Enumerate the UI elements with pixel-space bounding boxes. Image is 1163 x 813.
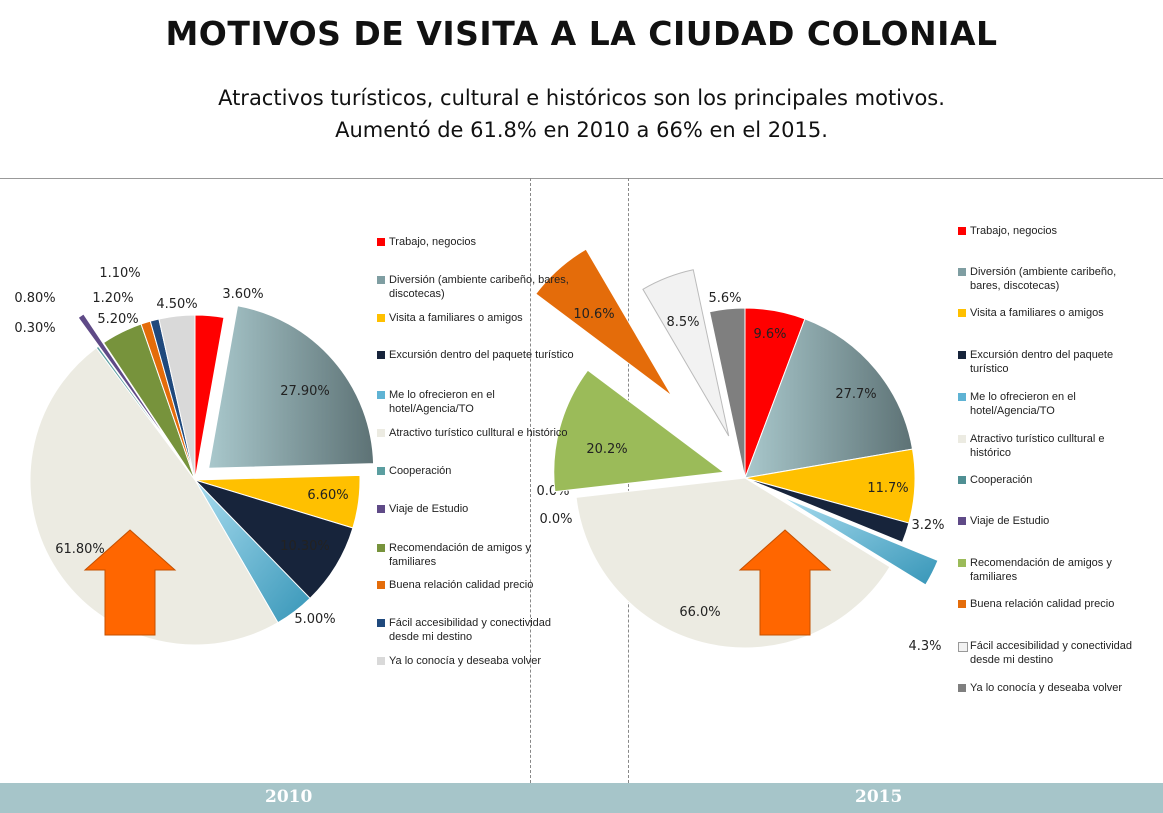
legend-swatch	[958, 227, 966, 235]
pie-slice-2015-8	[553, 369, 726, 493]
legend-label: Viaje de Estudio	[970, 515, 1050, 527]
legend-label: Visita a familiares o amigos	[970, 307, 1104, 319]
data-label-2010-5: 61.80%	[55, 542, 105, 557]
pie-slice-2010-1	[208, 305, 375, 469]
data-label-2015-11: 5.6%	[708, 291, 741, 306]
pie-slice-2010-7	[77, 313, 176, 452]
subtitle-line-2: Aumentó de 61.8% en 2010 a 66% en el 201…	[335, 118, 828, 142]
legend-label: Fácil accesibilidad y conectividad desde…	[970, 640, 1133, 666]
legend-swatch	[958, 559, 966, 567]
legend-label: Excursión dentro del paquete turístico	[970, 349, 1114, 375]
legend-label: Recomendación de amigos y familiares	[389, 542, 531, 568]
divider	[0, 178, 1163, 179]
data-label-2010-11: 4.50%	[156, 297, 197, 312]
legend-swatch	[377, 657, 385, 665]
data-label-2010-1: 27.90%	[280, 384, 330, 399]
data-label-2010-9: 1.20%	[92, 291, 133, 306]
data-label-2015-0: 9.6%	[753, 327, 786, 342]
legend-label: Diversión (ambiente caribeño, bares, dis…	[970, 266, 1117, 292]
data-label-2015-8: 20.2%	[586, 442, 627, 457]
data-label-2015-3: 3.2%	[911, 518, 944, 533]
legend-label: Diversión (ambiente caribeño, bares, dis…	[389, 274, 569, 300]
data-label-2015-1: 27.7%	[835, 387, 876, 402]
legend-label: Cooperación	[970, 474, 1033, 486]
legend-swatch	[377, 276, 385, 284]
legend-swatch	[377, 505, 385, 513]
legend-label: Visita a familiares o amigos	[389, 312, 523, 324]
subtitle-line-1: Atractivos turísticos, cultural e histór…	[218, 86, 945, 110]
year-label-2015: 2015	[855, 787, 903, 807]
legend-label: Viaje de Estudio	[389, 503, 469, 515]
legend-swatch	[377, 238, 385, 246]
legend-label: Ya lo conocía y deseaba volver	[970, 682, 1123, 694]
legend-label: Ya lo conocía y deseaba volver	[389, 655, 542, 667]
year-label-2010: 2010	[265, 787, 313, 807]
up-arrow-icon	[738, 529, 832, 636]
page-title: MOTIVOS DE VISITA A LA CIUDAD COLONIAL	[165, 14, 998, 53]
legend-label: Trabajo, negocios	[970, 225, 1058, 237]
legend-label: Atractivo turístico culltural e históric…	[970, 433, 1105, 459]
legend-swatch	[377, 391, 385, 399]
pie-slice-2015-9	[535, 248, 673, 397]
legend-swatch	[958, 309, 966, 317]
legend-swatch	[958, 351, 966, 359]
legend-swatch	[377, 581, 385, 589]
legend-label: Fácil accesibilidad y conectividad desde…	[389, 617, 552, 643]
legend-swatch	[377, 619, 385, 627]
pie-slice-2010-11	[158, 314, 196, 481]
data-label-2015-9: 10.6%	[573, 307, 614, 322]
pie-slice-2010-5	[29, 347, 279, 646]
legend-label: Atractivo turístico culltural e históric…	[389, 427, 568, 439]
legend-swatch	[958, 517, 966, 525]
year-bar	[0, 783, 1163, 813]
legend-label: Recomendación de amigos y familiares	[970, 557, 1112, 583]
legend-swatch	[958, 642, 968, 652]
data-label-2010-4: 5.00%	[294, 612, 335, 627]
legend-swatch	[958, 476, 966, 484]
legend-label: Trabajo, negocios	[389, 236, 477, 248]
pie-slice-2010-6	[95, 345, 196, 481]
legend-swatch	[377, 544, 385, 552]
legend-label: Buena relación calidad precio	[970, 598, 1115, 610]
legend-swatch	[377, 429, 385, 437]
data-label-2010-2: 6.60%	[307, 488, 348, 503]
data-label-2015-7: 0.0%	[539, 512, 572, 527]
pie-slice-2015-1	[744, 318, 914, 479]
legend-swatch	[377, 314, 385, 322]
data-label-2010-8: 5.20%	[97, 312, 138, 327]
legend-label: Cooperación	[389, 465, 452, 477]
data-label-2010-3: 10.30%	[280, 539, 330, 554]
pie-slice-2015-10	[642, 269, 730, 437]
legend-swatch	[958, 268, 966, 276]
pie-slice-2015-5	[575, 477, 891, 649]
legend-swatch	[377, 467, 385, 475]
legend-swatch	[958, 393, 966, 401]
legend-swatch	[958, 435, 966, 443]
data-label-2010-6: 0.30%	[14, 321, 55, 336]
legend-label: Excursión dentro del paquete turístico	[389, 349, 574, 361]
legend-label: Buena relación calidad precio	[389, 579, 534, 591]
data-label-2015-4: 4.3%	[908, 639, 941, 654]
pie-slice-2015-11	[708, 307, 746, 479]
legend-swatch	[377, 351, 385, 359]
legend-swatch	[958, 684, 966, 692]
data-label-2015-5: 66.0%	[679, 605, 720, 620]
data-label-2015-10: 8.5%	[666, 315, 699, 330]
data-label-2010-7: 0.80%	[14, 291, 55, 306]
data-label-2015-2: 11.7%	[867, 481, 908, 496]
legend-label: Me lo ofrecieron en el hotel/Agencia/TO	[389, 389, 495, 415]
legend-swatch	[958, 600, 966, 608]
pie-slice-2015-3	[744, 477, 910, 544]
up-arrow-icon	[83, 529, 177, 636]
data-label-2010-10: 1.10%	[99, 266, 140, 281]
legend-label: Me lo ofrecieron en el hotel/Agencia/TO	[970, 391, 1076, 417]
data-label-2010-0: 3.60%	[222, 287, 263, 302]
divider	[530, 178, 531, 783]
pie-slice-2015-4	[780, 495, 939, 586]
